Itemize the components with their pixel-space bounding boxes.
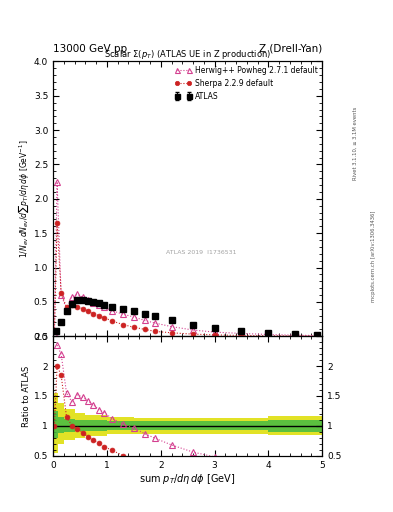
Sherpa 2.2.9 default <box>52 328 57 334</box>
Sherpa 2.2.9 default <box>314 333 319 339</box>
Herwig++ Powheg 2.7.1 default <box>191 327 195 333</box>
Bar <box>53 411 59 438</box>
Bar <box>64 419 75 432</box>
Sherpa 2.2.9 default <box>169 330 174 336</box>
Herwig++ Powheg 2.7.1 default <box>314 332 319 338</box>
Bar <box>215 418 268 434</box>
Herwig++ Powheg 2.7.1 default <box>293 332 298 338</box>
Sherpa 2.2.9 default <box>293 333 298 339</box>
Herwig++ Powheg 2.7.1 default <box>91 300 96 306</box>
Bar <box>107 421 134 430</box>
Y-axis label: $1/N_{ev}\,dN_{ev}/d\sum p_T/d\eta\,d\phi$ [GeV$^{-1}$]: $1/N_{ev}\,dN_{ev}/d\sum p_T/d\eta\,d\ph… <box>17 140 31 258</box>
Sherpa 2.2.9 default <box>96 312 101 318</box>
Herwig++ Powheg 2.7.1 default <box>70 294 74 300</box>
Sherpa 2.2.9 default <box>70 302 74 308</box>
Bar <box>268 420 322 432</box>
Herwig++ Powheg 2.7.1 default <box>110 308 115 314</box>
Bar <box>268 416 322 435</box>
Y-axis label: Ratio to ATLAS: Ratio to ATLAS <box>22 366 31 426</box>
Herwig++ Powheg 2.7.1 default <box>153 320 158 326</box>
Bar <box>75 413 85 438</box>
Herwig++ Powheg 2.7.1 default <box>55 179 59 185</box>
Text: 13000 GeV pp: 13000 GeV pp <box>53 44 127 54</box>
Herwig++ Powheg 2.7.1 default <box>86 297 90 303</box>
Bar <box>107 417 134 434</box>
Bar <box>64 409 75 440</box>
Sherpa 2.2.9 default <box>91 310 96 316</box>
Sherpa 2.2.9 default <box>266 333 271 339</box>
Line: Herwig++ Powheg 2.7.1 default: Herwig++ Powheg 2.7.1 default <box>51 179 320 338</box>
Herwig++ Powheg 2.7.1 default <box>132 314 136 320</box>
Bar <box>75 420 85 431</box>
Herwig++ Powheg 2.7.1 default <box>59 292 64 298</box>
Bar <box>161 421 215 430</box>
Sherpa 2.2.9 default <box>153 328 158 334</box>
Sherpa 2.2.9 default <box>142 326 147 332</box>
Text: mcplots.cern.ch [arXiv:1306.3436]: mcplots.cern.ch [arXiv:1306.3436] <box>371 210 376 302</box>
Line: Sherpa 2.2.9 default: Sherpa 2.2.9 default <box>52 221 319 338</box>
Bar <box>161 418 215 434</box>
Herwig++ Powheg 2.7.1 default <box>121 311 125 317</box>
Herwig++ Powheg 2.7.1 default <box>239 330 244 336</box>
Bar <box>85 415 107 436</box>
Sherpa 2.2.9 default <box>64 304 69 310</box>
Herwig++ Powheg 2.7.1 default <box>52 330 57 336</box>
X-axis label: sum $p_T/d\eta\,d\phi$ [GeV]: sum $p_T/d\eta\,d\phi$ [GeV] <box>140 472 236 486</box>
Herwig++ Powheg 2.7.1 default <box>142 317 147 324</box>
Herwig++ Powheg 2.7.1 default <box>169 324 174 330</box>
Text: ATLAS 2019  I1736531: ATLAS 2019 I1736531 <box>166 250 237 255</box>
Herwig++ Powheg 2.7.1 default <box>266 331 271 337</box>
Bar <box>59 403 64 444</box>
Herwig++ Powheg 2.7.1 default <box>212 329 217 335</box>
Sherpa 2.2.9 default <box>55 220 59 226</box>
Sherpa 2.2.9 default <box>75 304 80 310</box>
Herwig++ Powheg 2.7.1 default <box>64 306 69 312</box>
Bar <box>215 421 268 430</box>
Sherpa 2.2.9 default <box>121 322 125 328</box>
Sherpa 2.2.9 default <box>59 290 64 296</box>
Bar <box>85 420 107 431</box>
Bar <box>59 417 64 433</box>
Bar <box>134 418 161 434</box>
Herwig++ Powheg 2.7.1 default <box>75 291 80 297</box>
Sherpa 2.2.9 default <box>191 331 195 337</box>
Sherpa 2.2.9 default <box>110 318 115 324</box>
Bar <box>53 393 59 453</box>
Herwig++ Powheg 2.7.1 default <box>96 302 101 308</box>
Sherpa 2.2.9 default <box>212 332 217 338</box>
Herwig++ Powheg 2.7.1 default <box>102 304 107 310</box>
Sherpa 2.2.9 default <box>86 308 90 314</box>
Text: Rivet 3.1.10, ≥ 3.1M events: Rivet 3.1.10, ≥ 3.1M events <box>353 106 358 180</box>
Legend: Herwig++ Powheg 2.7.1 default, Sherpa 2.2.9 default, ATLAS: Herwig++ Powheg 2.7.1 default, Sherpa 2.… <box>172 63 321 104</box>
Sherpa 2.2.9 default <box>239 332 244 338</box>
Title: Scalar $\Sigma(p_T)$ (ATLAS UE in Z production): Scalar $\Sigma(p_T)$ (ATLAS UE in Z prod… <box>104 48 271 61</box>
Text: Z (Drell-Yan): Z (Drell-Yan) <box>259 44 322 54</box>
Bar <box>134 421 161 430</box>
Herwig++ Powheg 2.7.1 default <box>80 294 85 300</box>
Sherpa 2.2.9 default <box>102 314 107 321</box>
Sherpa 2.2.9 default <box>132 324 136 330</box>
Sherpa 2.2.9 default <box>80 306 85 312</box>
